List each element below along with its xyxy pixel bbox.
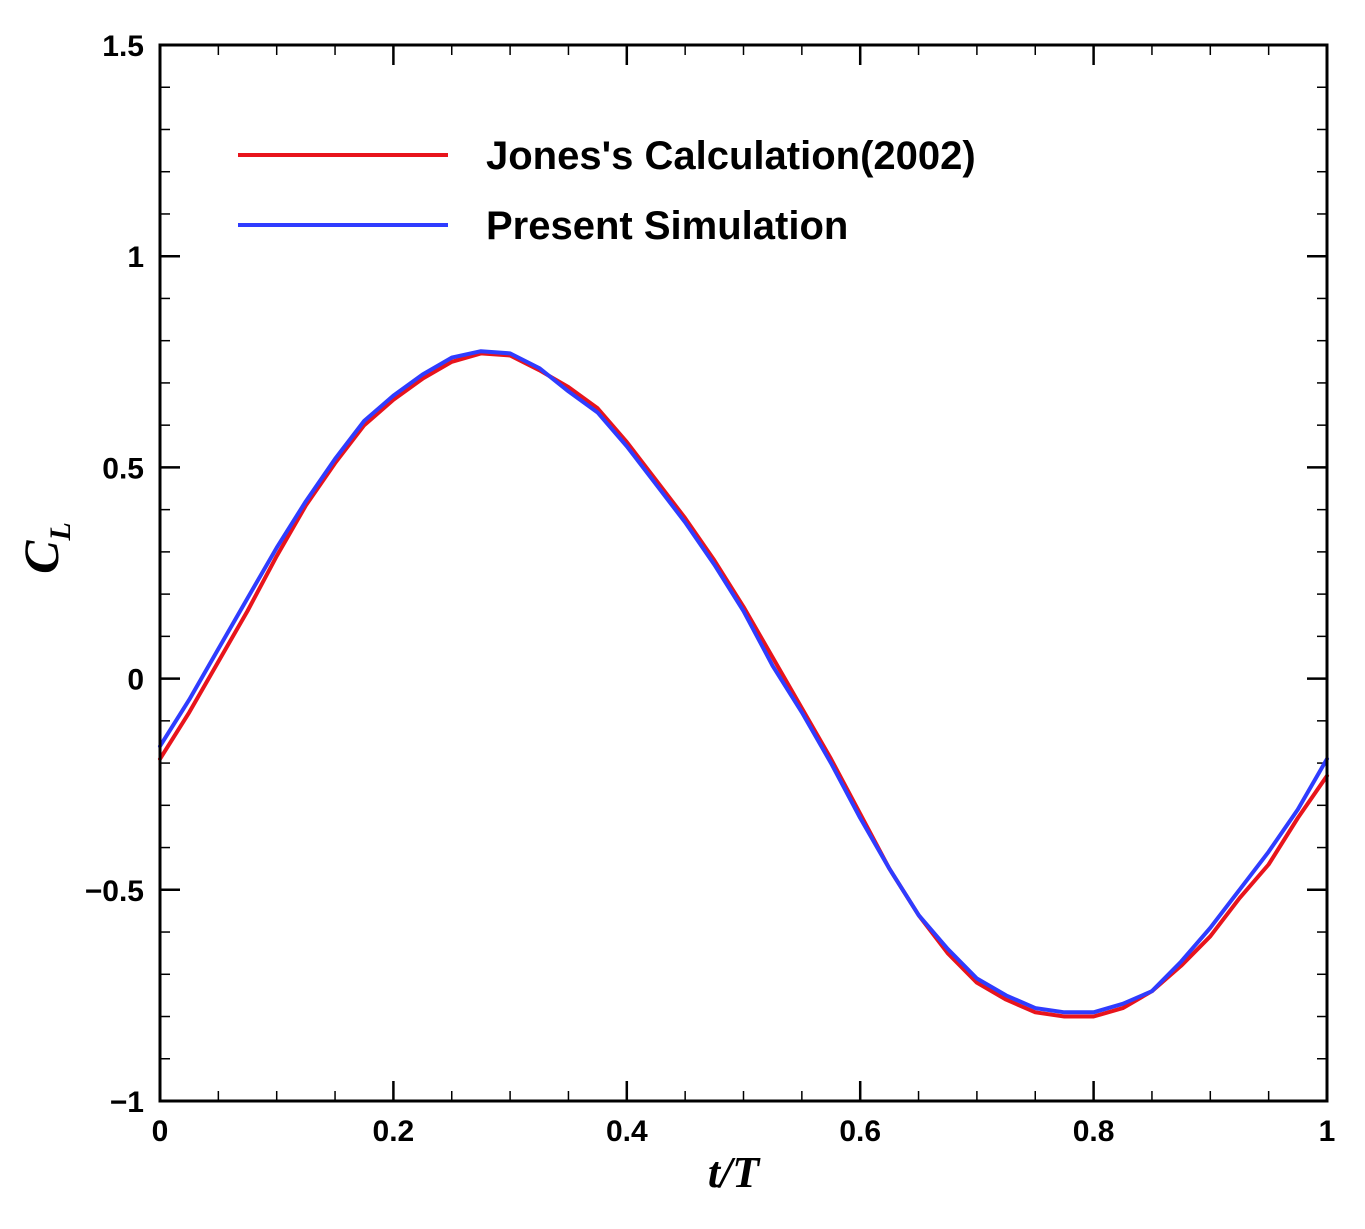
x-axis-title: t/T bbox=[708, 1148, 761, 1197]
y-tick-label: 1.5 bbox=[102, 30, 144, 63]
series-line-0 bbox=[158, 351, 1329, 1019]
y-tick-label: 0.5 bbox=[102, 452, 144, 485]
legend-label-jones: Jones's Calculation(2002) bbox=[486, 134, 976, 178]
series-layer bbox=[158, 349, 1329, 1019]
x-tick-label: 0.6 bbox=[839, 1115, 881, 1148]
y-tick-label: −0.5 bbox=[85, 875, 144, 908]
y-axis-title: CL bbox=[13, 522, 77, 574]
y-tick-labels: −1 −0.5 0 0.5 1 1.5 bbox=[85, 30, 144, 1119]
x-tick-label: 0.2 bbox=[373, 1115, 415, 1148]
y-tick-label: 1 bbox=[127, 241, 144, 274]
x-tick-label: 0 bbox=[152, 1115, 169, 1148]
x-tick-labels: 0 0.2 0.4 0.6 0.8 1 bbox=[152, 1115, 1336, 1148]
plot-frame bbox=[158, 43, 1329, 1103]
x-tick-label: 1 bbox=[1319, 1115, 1336, 1148]
legend: Jones's Calculation(2002) Present Simula… bbox=[238, 134, 976, 248]
minor-ticks bbox=[160, 45, 1327, 1101]
y-tick-label: 0 bbox=[127, 664, 144, 697]
y-axis-title-main: C bbox=[13, 540, 69, 574]
x-tick-label: 0.4 bbox=[606, 1115, 648, 1148]
y-axis-title-subscript: L bbox=[44, 522, 77, 541]
legend-label-present: Present Simulation bbox=[486, 204, 848, 248]
series-line-1 bbox=[158, 349, 1329, 1015]
y-tick-label: −1 bbox=[110, 1086, 144, 1119]
x-tick-label: 0.8 bbox=[1073, 1115, 1115, 1148]
